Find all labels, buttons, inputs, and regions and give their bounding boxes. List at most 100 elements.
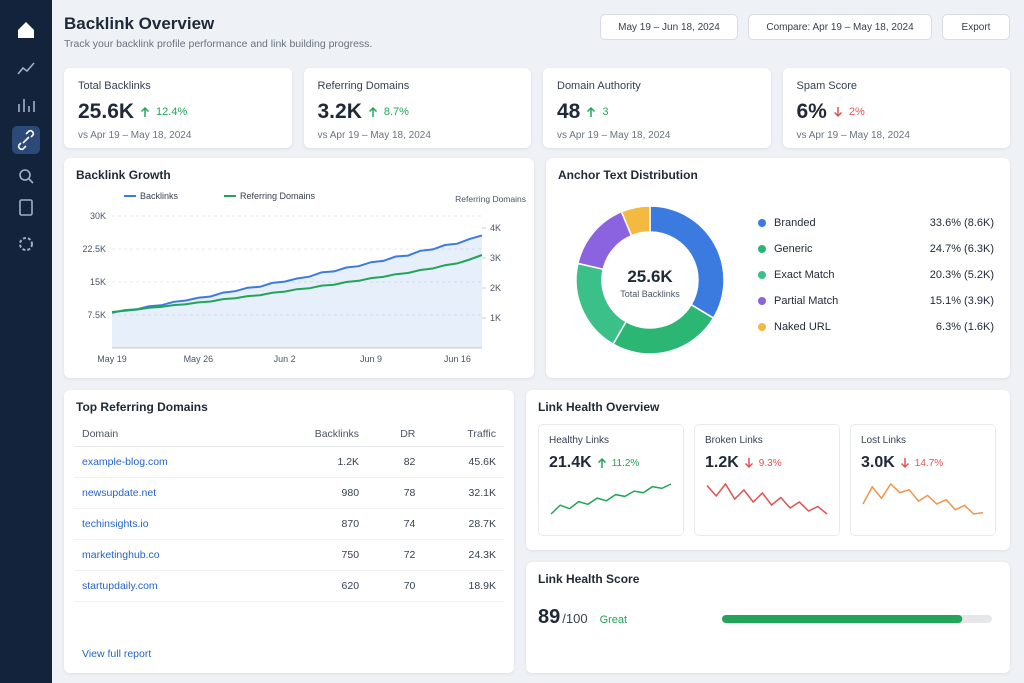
table-cell: 620 (257, 570, 368, 602)
x-tick-label: May 19 (97, 354, 127, 364)
export-button[interactable]: Export (942, 14, 1010, 40)
legend-dot (758, 271, 766, 279)
sidebar (0, 0, 52, 683)
y2-tick-label: 3K (490, 253, 501, 263)
card-title: Link Health Score (538, 572, 640, 586)
domain-cell: example-blog.com (74, 446, 258, 478)
donut-slice (576, 210, 633, 271)
health-row: 3.0K 14.7% (861, 454, 985, 472)
kpi-change: 12.4% (156, 106, 188, 118)
y-tick-label: 22.5K (82, 244, 106, 254)
page-title: Backlink Overview (64, 14, 215, 33)
legend-label: Generic (774, 243, 813, 255)
health-mini-card: Healthy Links 21.4K 11.2% (538, 424, 684, 536)
analytics-icon[interactable] (17, 62, 35, 75)
y-tick-label: 30K (90, 211, 106, 221)
donut-legend: Branded 33.6% (8.6K) Generic 24.7% (6.3K) Ex… (758, 210, 994, 340)
kpi-value: 48 (557, 100, 581, 123)
table-cell: 78 (367, 477, 424, 509)
legend-value: 15.1% (3.9K) (929, 295, 994, 307)
legend-label: Naked URL (774, 321, 831, 333)
table-cell: 1.2K (257, 446, 368, 478)
legend-value: 33.6% (8.6K) (929, 217, 994, 229)
health-change: 9.3% (758, 457, 782, 469)
links-icon[interactable] (17, 129, 35, 151)
kpi-value: 25.6K (78, 100, 135, 123)
health-mini-card: Broken Links 1.2K 9.3% (694, 424, 840, 536)
y2-axis-title: Referring Domains (455, 194, 526, 204)
legend-dot (758, 323, 766, 331)
home-icon[interactable] (18, 22, 34, 38)
table-row: startupdaily.com 620 70 18.9K (74, 570, 504, 602)
sparkline (706, 482, 828, 515)
health-value: 3.0K (861, 454, 895, 471)
table-row: example-blog.com 1.2K 82 45.6K (74, 446, 504, 478)
kpi-label: Spam Score (796, 80, 858, 92)
table-cell: 24.3K (423, 539, 504, 571)
x-tick-label: Jun 2 (274, 354, 296, 364)
column-header: Backlinks (257, 422, 368, 447)
health-change: 14.7% (914, 457, 944, 469)
series-line (111, 254, 483, 313)
domain-cell: newsupdate.net (74, 477, 258, 509)
domain-cell: marketinghub.co (74, 539, 258, 571)
health-card: Link Health Overview Healthy Links 21.4K 1… (526, 390, 1010, 550)
arrow-shape (833, 107, 842, 118)
compare-button[interactable]: Compare: Apr 19 – May 18, 2024 (748, 14, 932, 40)
view-report-link[interactable]: View full report (82, 648, 152, 660)
search-icon[interactable] (19, 169, 31, 181)
table-header: Domain Backlinks DR Traffic (74, 422, 504, 447)
kpi-value: 3.2K (317, 100, 362, 123)
kpi-period: vs Apr 19 – May 18, 2024 (317, 130, 431, 141)
legend-row: Branded 33.6% (8.6K) (758, 210, 994, 236)
anchor-card: Anchor Text Distribution 25.6K Total Back… (546, 158, 1010, 378)
table-cell: 82 (367, 446, 424, 478)
reports-icon[interactable] (18, 99, 35, 112)
docs-icon[interactable] (19, 199, 33, 216)
legend-row: Generic 24.7% (6.3K) (758, 236, 994, 262)
score-card: Link Health Score 89 /100 Great (526, 562, 1010, 673)
date-range-button[interactable]: May 19 – Jun 18, 2024 (600, 14, 738, 40)
settings-icon[interactable] (19, 237, 33, 251)
legend-dot (758, 219, 766, 227)
kpi-card: Referring Domains 3.2K 8.7% vs Apr 19 – May… (303, 68, 531, 148)
kpi-row: 6% 2% (797, 100, 997, 124)
table-row: techinsights.io 870 74 28.7K (74, 508, 504, 540)
card-title: Backlink Growth (76, 168, 171, 182)
health-label: Healthy Links (549, 435, 610, 446)
column-header: DR (367, 422, 424, 447)
page-subtitle: Track your backlink profile performance … (64, 38, 373, 50)
table-cell: 28.7K (423, 508, 504, 540)
sidebar-icons (12, 22, 40, 251)
table-cell: 72 (367, 539, 424, 571)
trend-arrow (900, 458, 909, 469)
sparkline-line (706, 482, 828, 515)
donut-slice (575, 262, 628, 346)
health-value: 21.4K (549, 454, 592, 471)
kpi-card: Spam Score 6% 2% vs Apr 19 – May 18, 2024 (782, 68, 1010, 148)
kpi-change: 3 (602, 106, 609, 118)
kpi-label: Total Backlinks (78, 80, 151, 92)
table-cell: 70 (367, 570, 424, 602)
kpi-change: 2% (848, 106, 865, 118)
donut-chart: 25.6K Total Backlinks (575, 205, 725, 355)
arrow-shape (141, 106, 150, 117)
donut-slice (620, 205, 651, 237)
column-header: Domain (74, 422, 258, 447)
card-title: Anchor Text Distribution (558, 168, 698, 182)
score-group: 89 /100 Great (538, 606, 627, 629)
domain-cell: startupdaily.com (74, 570, 258, 602)
growth-chart: 7.5K 15K 22.5K 30K 1K 2K 3K 4K Referring Domains… (82, 191, 526, 364)
score-value: 89 (538, 606, 561, 628)
table-cell: 750 (257, 539, 368, 571)
kpi-card: Total Backlinks 25.6K 12.4% vs Apr 19 – May… (64, 68, 292, 148)
health-label: Lost Links (861, 435, 907, 446)
arrow-shape (900, 458, 909, 469)
x-tick-label: Jun 16 (444, 354, 471, 364)
legend-label: Partial Match (774, 295, 839, 307)
trend-arrow (368, 106, 377, 117)
growth-card: Backlink Growth 7.5K 15K 22.5K 30K 1K 2K 3K 4K R… (64, 158, 534, 378)
health-change: 11.2% (611, 457, 640, 469)
table-cell: 980 (257, 477, 368, 509)
table-cell: 18.9K (423, 570, 504, 602)
